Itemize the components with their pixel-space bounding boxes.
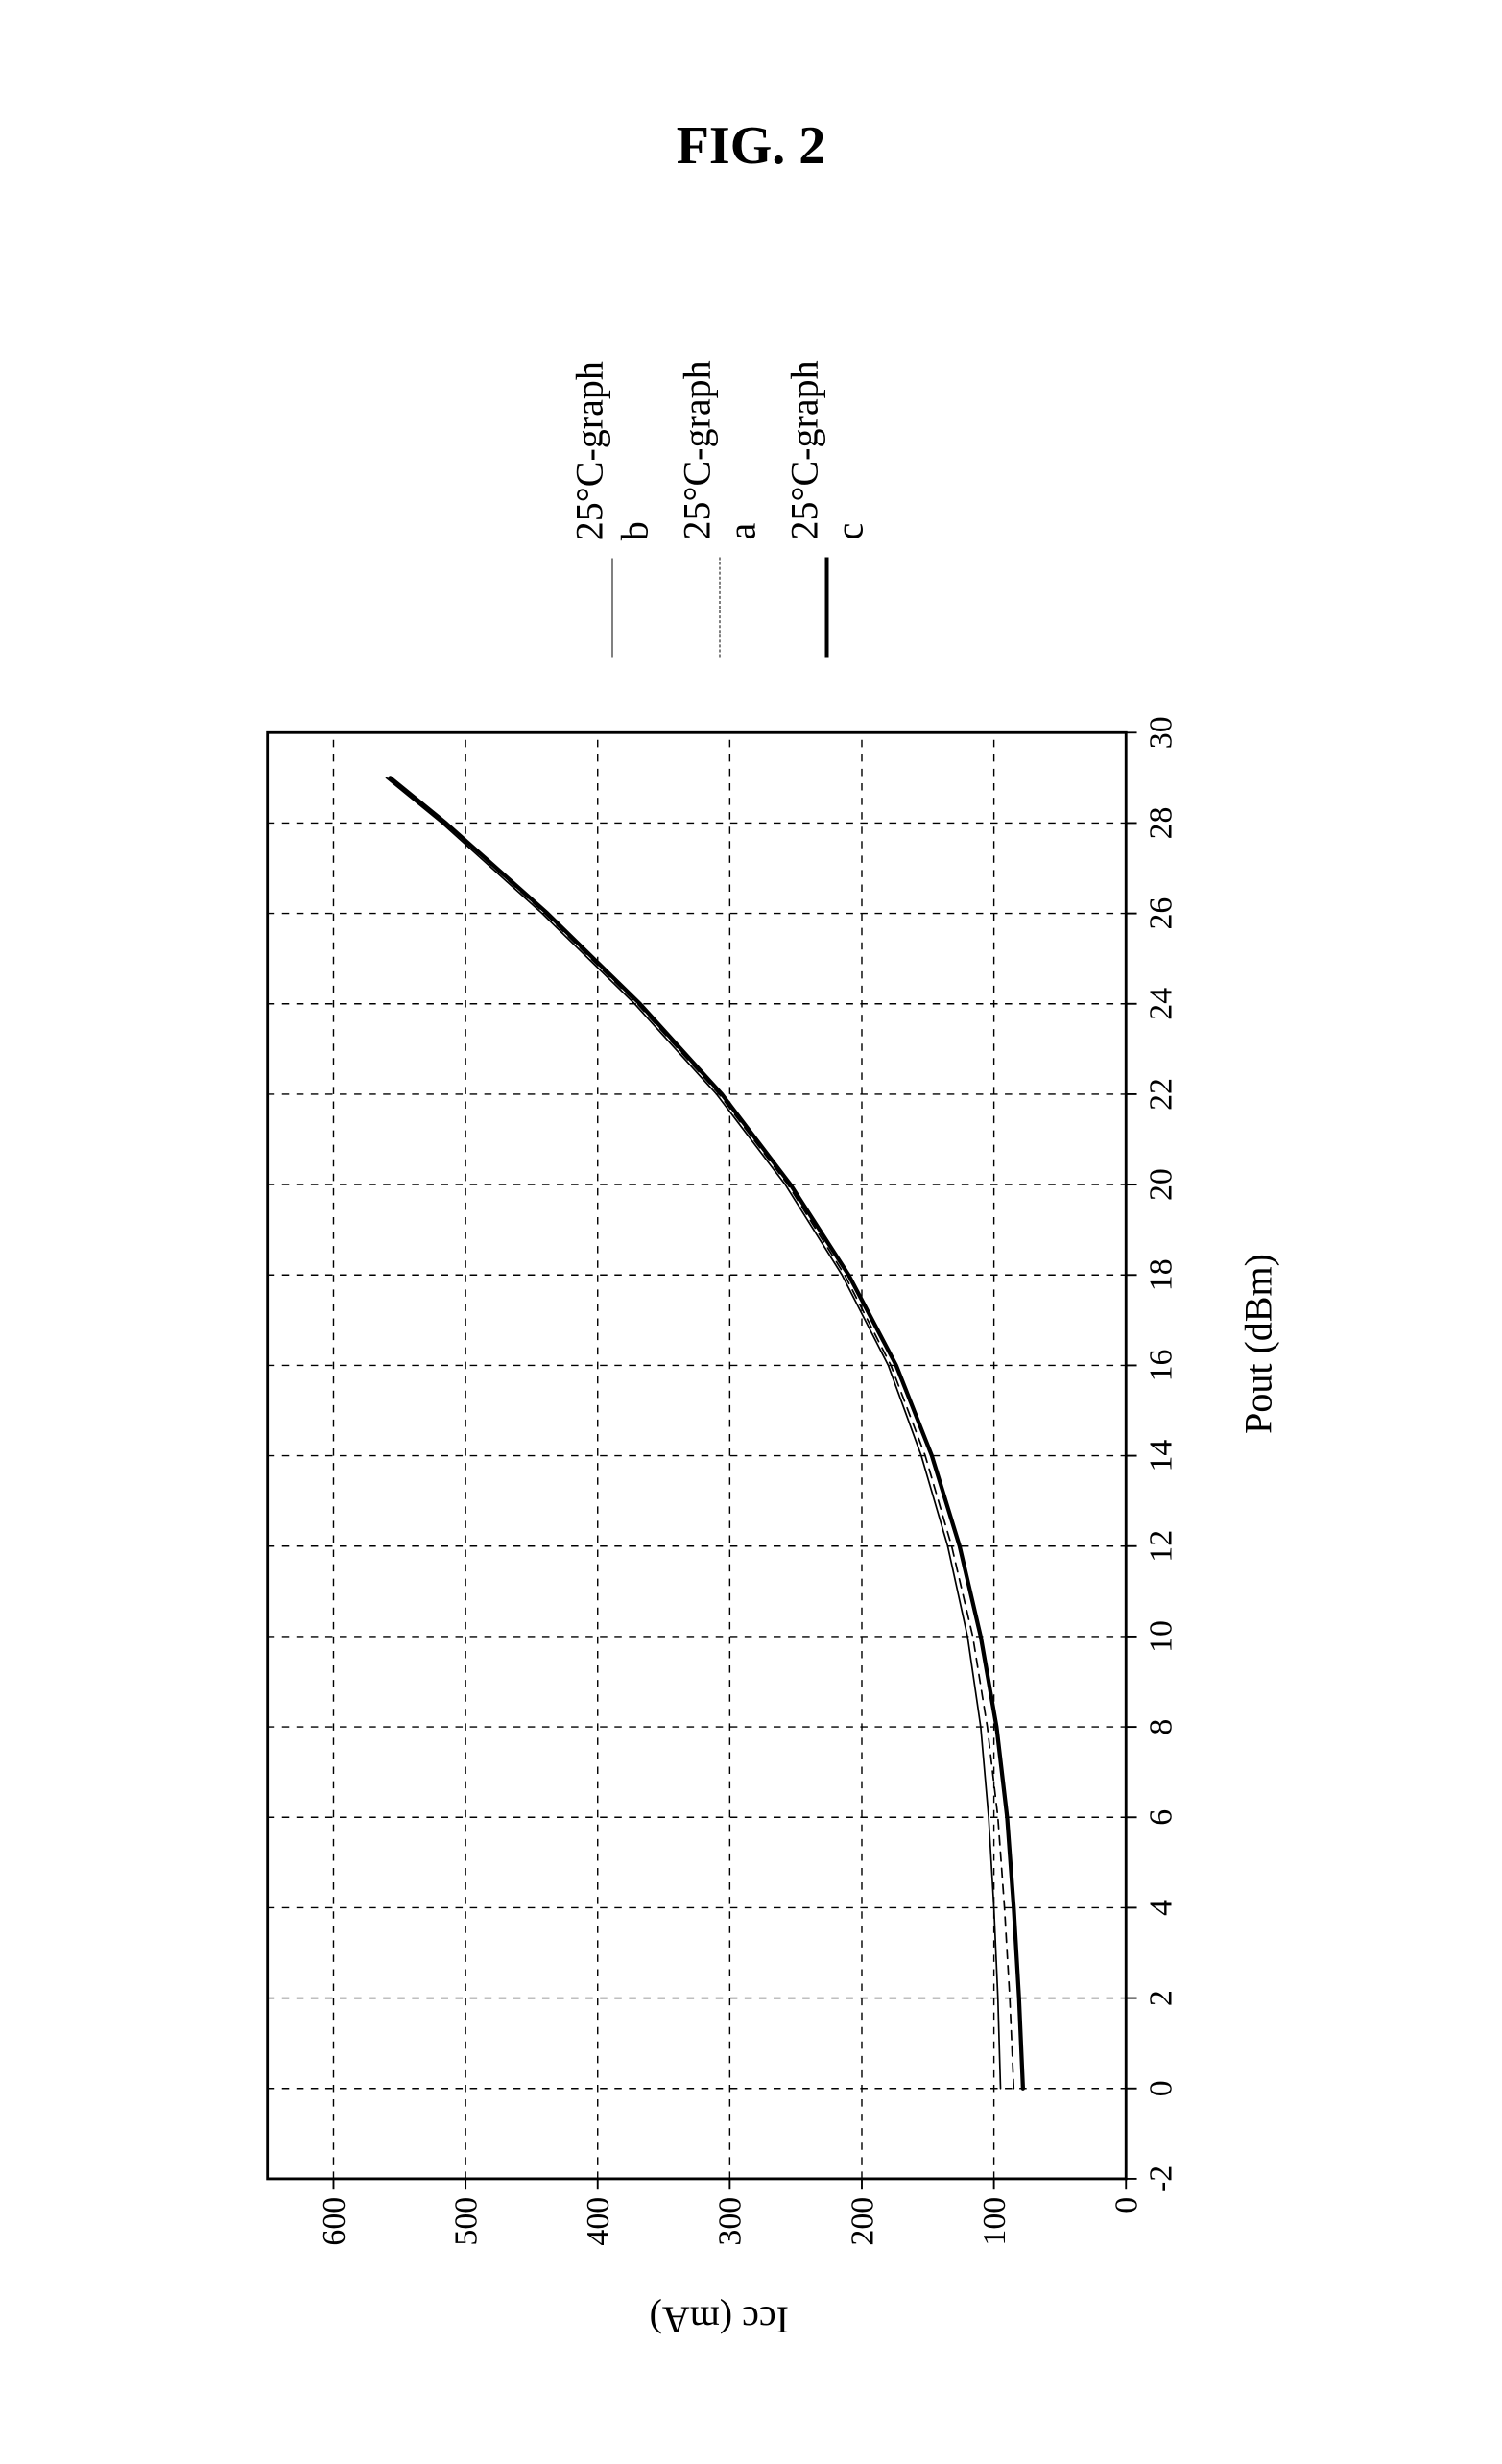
y-axis-label: Icc (mA) (650, 2298, 789, 2343)
svg-text:400: 400 (581, 2197, 616, 2246)
svg-text:0: 0 (1143, 2080, 1179, 2096)
page: FIG. 2 Icc (mA) -20246810121416182022242… (0, 0, 1502, 2464)
svg-text:24: 24 (1143, 988, 1179, 1020)
svg-text:16: 16 (1143, 1349, 1179, 1381)
svg-text:0: 0 (1109, 2197, 1145, 2213)
legend: 25°C-graph b 25°C-graph a 25°C-graph c (567, 346, 872, 658)
svg-text:20: 20 (1143, 1168, 1179, 1201)
legend-label-graph-a: 25°C-graph a (675, 346, 765, 540)
svg-text:100: 100 (977, 2197, 1013, 2246)
svg-text:6: 6 (1143, 1809, 1179, 1826)
svg-text:12: 12 (1143, 1530, 1179, 1563)
svg-text:18: 18 (1143, 1258, 1179, 1291)
svg-text:14: 14 (1143, 1440, 1179, 1472)
chart-block: Icc (mA) -202468101214161820222426283001… (221, 346, 1281, 2343)
legend-label-graph-b: 25°C-graph b (567, 346, 657, 541)
legend-label-graph-c: 25°C-graph c (782, 346, 872, 540)
legend-swatch-graph-a (719, 558, 720, 658)
line-chart: -202468101214161820222426283001002003004… (221, 714, 1219, 2278)
legend-swatch-graph-b (611, 558, 612, 657)
svg-text:22: 22 (1143, 1078, 1179, 1111)
legend-item-graph-b: 25°C-graph b (567, 346, 657, 658)
svg-text:200: 200 (845, 2197, 880, 2246)
svg-text:4: 4 (1143, 1900, 1179, 1916)
svg-text:-2: -2 (1143, 2165, 1179, 2192)
svg-text:10: 10 (1143, 1620, 1179, 1653)
rotated-chart-container: Icc (mA) -202468101214161820222426283001… (221, 346, 1281, 2343)
svg-text:500: 500 (448, 2197, 484, 2246)
x-axis-label: Pout (dBm) (1236, 1254, 1281, 1434)
svg-text:26: 26 (1143, 897, 1179, 930)
svg-text:28: 28 (1143, 806, 1179, 839)
legend-item-graph-c: 25°C-graph c (782, 346, 872, 658)
chart-row: Icc (mA) -202468101214161820222426283001… (221, 346, 1219, 2343)
figure-title: FIG. 2 (0, 115, 1502, 177)
svg-text:30: 30 (1143, 716, 1179, 749)
svg-text:600: 600 (317, 2197, 352, 2246)
svg-text:8: 8 (1143, 1719, 1179, 1735)
legend-swatch-graph-c (825, 558, 829, 658)
svg-text:2: 2 (1143, 1990, 1179, 2006)
svg-text:300: 300 (713, 2197, 749, 2246)
legend-item-graph-a: 25°C-graph a (675, 346, 765, 658)
